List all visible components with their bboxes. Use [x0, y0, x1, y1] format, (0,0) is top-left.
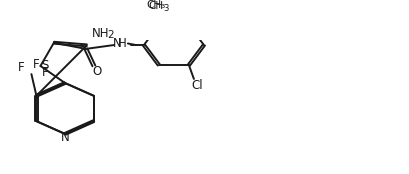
Text: S: S — [40, 60, 48, 72]
Text: F: F — [18, 61, 25, 74]
Text: NH: NH — [92, 27, 109, 40]
Text: F: F — [42, 66, 49, 79]
Text: N: N — [61, 131, 69, 144]
Text: 3: 3 — [163, 3, 168, 13]
Text: Cl: Cl — [191, 79, 202, 92]
Text: CH₃: CH₃ — [146, 0, 165, 10]
Text: F: F — [33, 58, 40, 71]
Text: 2: 2 — [107, 30, 114, 40]
Text: N: N — [112, 37, 121, 50]
Text: CH: CH — [148, 1, 163, 11]
Text: H: H — [117, 37, 126, 50]
Text: O: O — [92, 65, 101, 78]
